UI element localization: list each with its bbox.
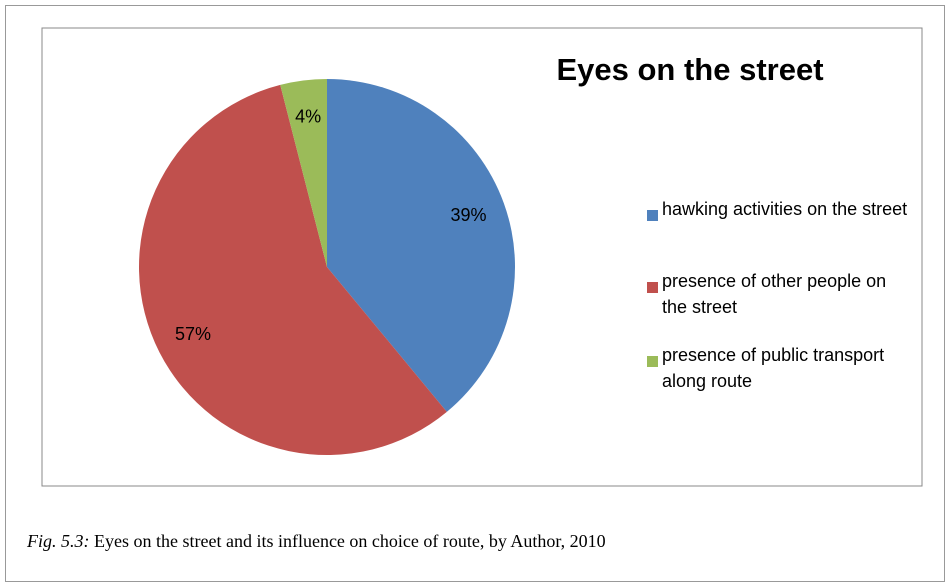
pie-slice <box>280 79 327 267</box>
pie-slice <box>138 84 447 455</box>
legend-swatch <box>647 282 658 293</box>
figure-frame <box>5 5 945 582</box>
plot-border <box>41 27 923 487</box>
legend-swatch <box>647 210 658 221</box>
data-label: 39% <box>450 205 486 225</box>
chart-title: Eyes on the street <box>556 52 823 87</box>
caption: Fig. 5.3: Eyes on the street and its inf… <box>27 531 606 552</box>
pie-slice <box>327 79 515 412</box>
legend-label: hawking activities on the street <box>662 199 908 219</box>
caption-label: Fig. 5.3: <box>27 531 90 551</box>
legend-swatch <box>647 356 658 367</box>
legend-label: presence of public transport along route <box>662 345 885 391</box>
data-label: 4% <box>295 107 321 127</box>
caption-text: Eyes on the street and its influence on … <box>94 531 606 551</box>
data-label: 57% <box>175 324 211 344</box>
legend-label: presence of other people on the street <box>662 271 887 317</box>
